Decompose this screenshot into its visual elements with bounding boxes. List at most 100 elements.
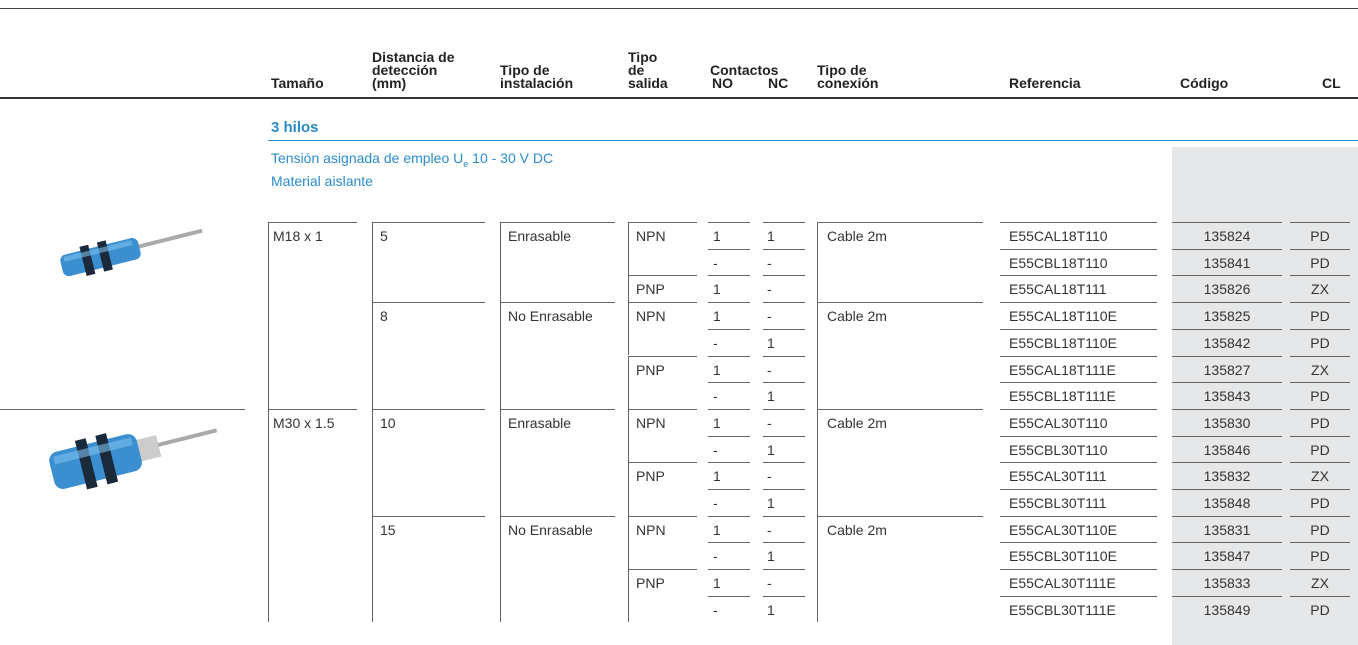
contact-no: 1 [713,521,721,538]
rule [0,408,245,410]
rule [763,222,805,223]
code: 135847 [1203,548,1251,565]
rule [628,408,697,410]
rule [1290,489,1350,490]
code: 135849 [1203,601,1251,618]
rule [817,515,983,517]
output-type: NPN [636,308,666,325]
rule [763,328,805,330]
rule [708,462,750,464]
rule [1172,328,1282,330]
rule [1290,328,1350,330]
contact-nc: - [767,468,772,485]
rule [500,302,501,409]
rule [628,222,697,223]
code: 135826 [1203,281,1251,298]
connection: Cable 2m [827,308,887,325]
rule [500,408,615,410]
product-image [49,428,218,490]
contact-no: - [713,495,718,511]
header: Tipo de conexión [817,62,879,91]
rule [763,435,805,437]
rule [628,355,697,357]
rule [372,222,373,303]
class: PD [1310,414,1330,431]
reference: E55CAL30T110E [1009,521,1117,538]
rule [763,248,805,250]
header: Contactos [710,62,779,78]
output-type: PNP [636,361,665,378]
reference: E55CAL18T111 [1009,281,1107,298]
rule [708,408,750,410]
rule [763,569,805,571]
rule [1290,435,1350,437]
class: PD [1310,548,1330,565]
contact-no: 1 [713,414,721,431]
contact-nc: 1 [767,388,775,405]
reference: E55CAL18T110 [1009,228,1108,244]
contact-nc: 1 [767,495,775,511]
rule [708,275,750,277]
code: 135832 [1203,468,1251,485]
rule [708,222,750,223]
class: PD [1310,441,1330,458]
rule [1000,462,1157,464]
contact-nc: - [767,361,772,378]
rule [1172,248,1282,250]
installation: No Enrasable [508,308,593,325]
rule [372,515,485,517]
contact-no: 1 [713,468,721,485]
rule [1290,408,1350,410]
rule [763,489,805,490]
rule [708,302,750,304]
size: M18 x 1 [273,228,323,244]
rule [763,595,805,597]
rule [763,515,805,517]
header: Referencia [1009,75,1081,91]
rule [1172,355,1282,357]
connection: Cable 2m [827,414,887,431]
installation: Enrasable [508,228,572,244]
rule [1172,382,1282,384]
contact-no: 1 [713,281,721,298]
rule [628,515,697,517]
reference: E55CAL30T111 [1009,468,1107,485]
rule [1290,542,1350,544]
reference: E55CAL18T111E [1009,361,1116,378]
distance: 8 [380,308,388,325]
rule [500,222,615,223]
rule [628,569,697,571]
rule [1290,355,1350,357]
output-type: NPN [636,228,666,244]
header: Tipo de instalación [500,62,574,91]
rule [1290,248,1350,250]
header: CL [1322,75,1341,91]
rule [500,515,615,517]
rule [628,222,629,276]
rule [763,462,805,464]
reference: E55CBL18T110 [1009,254,1108,271]
header: NO [712,75,733,91]
rule [372,302,485,304]
rule [1172,595,1282,597]
contact-no: - [713,334,718,351]
reference: E55CAL30T110 [1009,414,1108,431]
code: 135824 [1203,228,1251,244]
reference: E55CBL18T111E [1009,388,1116,405]
installation: No Enrasable [508,521,593,538]
contact-no: - [713,254,718,271]
rule [763,382,805,384]
rule [763,355,805,357]
code: 135842 [1203,334,1251,351]
rule [372,408,373,516]
contact-nc: 1 [767,548,775,565]
rule [763,408,805,410]
rule [1290,462,1350,464]
class: PD [1310,334,1330,351]
connection: Cable 2m [827,228,887,244]
rule [1172,222,1282,223]
rule [1000,408,1157,410]
code: 135848 [1203,495,1251,511]
rule [1290,595,1350,597]
code: 135846 [1203,441,1251,458]
